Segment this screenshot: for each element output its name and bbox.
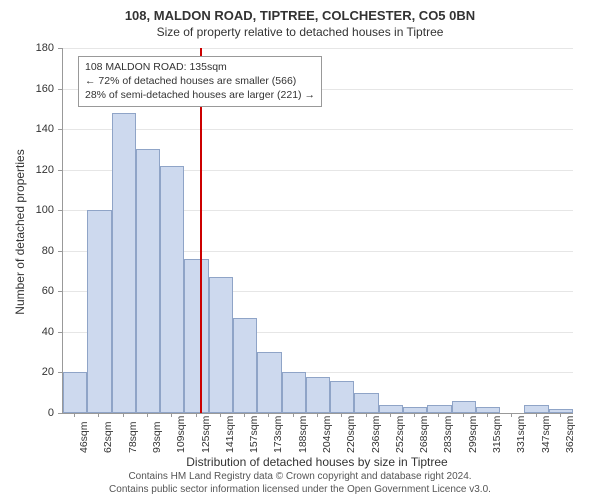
histogram-bar xyxy=(354,393,378,413)
histogram-bar xyxy=(233,318,257,413)
xtick-label: 283sqm xyxy=(442,416,454,453)
ytick-label: 0 xyxy=(0,407,54,419)
ytick-label: 80 xyxy=(0,245,54,257)
xtick-label: 141sqm xyxy=(224,416,236,453)
ytick-label: 100 xyxy=(0,204,54,216)
histogram-bar xyxy=(87,210,111,413)
histogram-bar xyxy=(184,259,208,413)
x-axis-label: Distribution of detached houses by size … xyxy=(62,455,572,469)
xtick-label: 62sqm xyxy=(102,421,114,453)
annotation-line: ← 72% of detached houses are smaller (56… xyxy=(85,74,315,88)
xtick-label: 268sqm xyxy=(418,416,430,453)
ytick-label: 20 xyxy=(0,366,54,378)
histogram-bar xyxy=(282,372,306,413)
histogram-bar xyxy=(524,405,548,413)
histogram-bar xyxy=(379,405,403,413)
annotation-box: 108 MALDON ROAD: 135sqm← 72% of detached… xyxy=(78,56,322,107)
histogram-bar xyxy=(452,401,476,413)
xtick-label: 236sqm xyxy=(370,416,382,453)
histogram-bar xyxy=(209,277,233,413)
ytick-label: 60 xyxy=(0,285,54,297)
xtick-label: 46sqm xyxy=(78,421,90,453)
xtick-label: 347sqm xyxy=(540,416,552,453)
histogram-bar xyxy=(427,405,451,413)
histogram-bar xyxy=(403,407,427,413)
xtick-label: 109sqm xyxy=(175,416,187,453)
annotation-line: 28% of semi-detached houses are larger (… xyxy=(85,88,315,102)
annotation-line: 108 MALDON ROAD: 135sqm xyxy=(85,60,315,74)
histogram-bar xyxy=(549,409,573,413)
footer-line2: Contains public sector information licen… xyxy=(0,484,600,497)
xtick-label: 125sqm xyxy=(200,416,212,453)
xtick-label: 220sqm xyxy=(345,416,357,453)
ytick-label: 40 xyxy=(0,326,54,338)
histogram-bar xyxy=(112,113,136,413)
xtick-label: 362sqm xyxy=(564,416,576,453)
footer: Contains HM Land Registry data © Crown c… xyxy=(0,471,600,496)
histogram-bar xyxy=(330,381,354,413)
xtick-label: 331sqm xyxy=(515,416,527,453)
ytick-label: 140 xyxy=(0,123,54,135)
xtick-label: 157sqm xyxy=(248,416,260,453)
xtick-label: 252sqm xyxy=(394,416,406,453)
xtick-label: 93sqm xyxy=(151,421,163,453)
ytick-label: 180 xyxy=(0,42,54,54)
histogram-bar xyxy=(160,166,184,413)
xtick-label: 188sqm xyxy=(297,416,309,453)
xtick-label: 204sqm xyxy=(321,416,333,453)
ytick-label: 160 xyxy=(0,83,54,95)
histogram-bar xyxy=(257,352,281,413)
chart-subtitle: Size of property relative to detached ho… xyxy=(0,23,600,39)
xtick-label: 173sqm xyxy=(272,416,284,453)
xtick-label: 299sqm xyxy=(467,416,479,453)
chart-container: 108, MALDON ROAD, TIPTREE, COLCHESTER, C… xyxy=(0,0,600,500)
chart-title: 108, MALDON ROAD, TIPTREE, COLCHESTER, C… xyxy=(0,0,600,23)
histogram-bar xyxy=(306,377,330,414)
xtick-label: 315sqm xyxy=(491,416,503,453)
xtick-label: 78sqm xyxy=(127,421,139,453)
histogram-bar xyxy=(63,372,87,413)
footer-line1: Contains HM Land Registry data © Crown c… xyxy=(0,471,600,484)
histogram-bar xyxy=(136,149,160,413)
ytick-label: 120 xyxy=(0,164,54,176)
